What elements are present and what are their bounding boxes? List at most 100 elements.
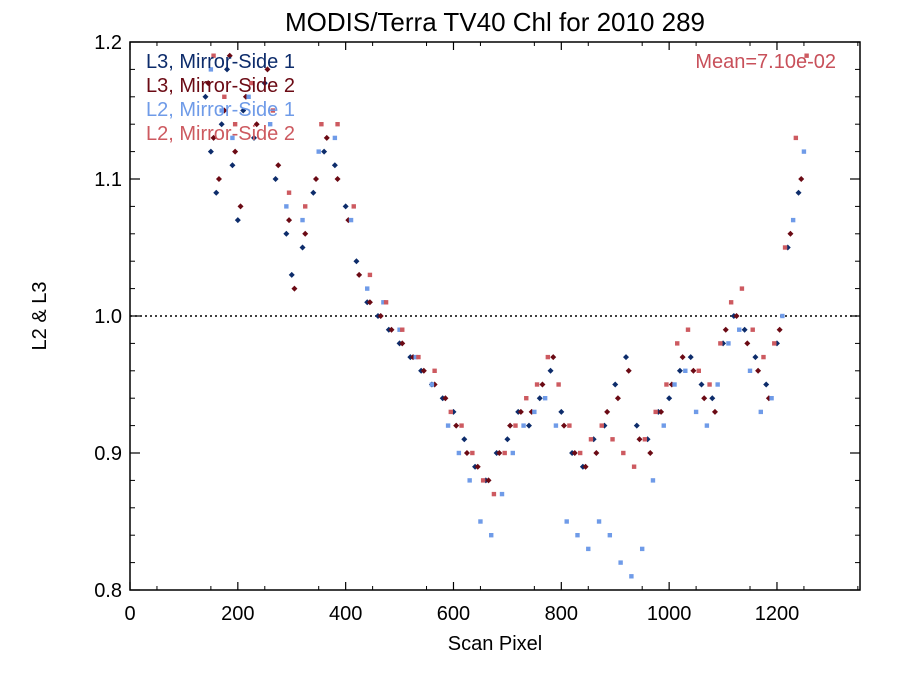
data-point xyxy=(461,436,468,443)
data-point xyxy=(696,368,701,373)
data-point xyxy=(397,327,402,332)
data-point xyxy=(623,354,630,361)
y-tick-label: 1.2 xyxy=(94,32,122,54)
data-point xyxy=(693,409,699,415)
data-point xyxy=(701,395,708,402)
data-point xyxy=(377,313,384,319)
data-point xyxy=(787,230,794,237)
data-point xyxy=(232,148,239,155)
data-point xyxy=(604,408,611,415)
data-point xyxy=(353,258,360,265)
y-tick-label: 1.1 xyxy=(94,169,122,191)
data-point xyxy=(790,217,796,223)
legend-entry: L2, Mirror-Side 2 xyxy=(146,123,295,145)
legend-entry: L3, Mirror-Side 2 xyxy=(146,75,295,97)
data-point xyxy=(798,176,805,182)
data-point xyxy=(650,478,656,483)
data-point xyxy=(618,560,623,565)
data-point xyxy=(664,382,669,387)
data-point xyxy=(310,189,317,196)
y-tick-label: 1.0 xyxy=(94,306,122,328)
legend-entry: L2, Mirror-Side 1 xyxy=(146,99,295,121)
data-point xyxy=(264,66,271,73)
data-point xyxy=(676,367,683,374)
data-point xyxy=(272,176,279,182)
data-point xyxy=(610,437,615,442)
data-point xyxy=(780,313,785,319)
data-point xyxy=(342,203,349,210)
data-point xyxy=(755,367,762,374)
data-point xyxy=(521,423,526,428)
data-point xyxy=(240,107,247,114)
data-point xyxy=(561,422,568,429)
data-point xyxy=(300,217,305,223)
data-point xyxy=(542,396,548,401)
data-point xyxy=(286,217,293,224)
data-point xyxy=(313,176,320,182)
data-point xyxy=(491,491,497,497)
data-point xyxy=(547,367,554,374)
data-point xyxy=(728,300,734,305)
data-point xyxy=(251,134,258,141)
data-point xyxy=(261,80,268,87)
data-point xyxy=(470,450,475,456)
chart-title: MODIS/Terra TV40 Chl for 2010 289 xyxy=(285,7,705,37)
data-point xyxy=(413,354,418,360)
data-point xyxy=(793,135,799,141)
data-point xyxy=(525,422,532,429)
data-point xyxy=(351,204,356,209)
data-point xyxy=(224,66,231,73)
data-point xyxy=(334,176,341,182)
data-point xyxy=(524,396,529,401)
data-point xyxy=(504,436,511,443)
data-point xyxy=(801,149,807,154)
data-point xyxy=(772,341,777,346)
data-point xyxy=(348,217,354,223)
data-point xyxy=(507,422,514,429)
data-point xyxy=(448,409,453,415)
data-point xyxy=(539,381,546,388)
data-point xyxy=(420,367,427,374)
data-point xyxy=(672,382,677,387)
series-3 xyxy=(208,67,807,579)
data-point xyxy=(726,341,731,346)
data-point xyxy=(366,299,373,306)
data-point xyxy=(639,546,645,552)
data-point xyxy=(804,53,809,58)
data-point xyxy=(614,395,621,402)
data-point xyxy=(763,381,770,388)
data-point xyxy=(215,176,222,182)
data-point xyxy=(442,395,449,402)
data-point xyxy=(383,300,389,305)
data-point xyxy=(303,204,308,209)
data-point xyxy=(474,463,481,470)
data-point xyxy=(685,327,691,332)
data-point xyxy=(467,478,472,483)
data-point xyxy=(321,148,328,155)
data-point xyxy=(575,533,580,538)
data-point xyxy=(750,327,755,332)
data-point xyxy=(207,148,214,155)
data-point xyxy=(489,533,494,538)
data-point xyxy=(222,94,227,99)
data-point xyxy=(246,94,251,99)
data-point xyxy=(704,423,710,428)
data-point xyxy=(577,450,583,456)
data-point xyxy=(232,122,238,127)
data-point xyxy=(218,121,225,128)
data-point xyxy=(737,327,742,332)
data-point xyxy=(399,340,406,347)
data-point xyxy=(718,341,723,346)
data-point xyxy=(208,67,214,72)
data-point xyxy=(299,244,306,251)
data-point xyxy=(631,464,637,469)
data-point xyxy=(463,450,470,456)
data-point xyxy=(744,340,751,347)
data-point xyxy=(675,341,680,346)
x-tick-label: 400 xyxy=(329,603,362,625)
data-point xyxy=(485,477,492,484)
data-point xyxy=(532,409,537,415)
data-point xyxy=(698,381,705,388)
